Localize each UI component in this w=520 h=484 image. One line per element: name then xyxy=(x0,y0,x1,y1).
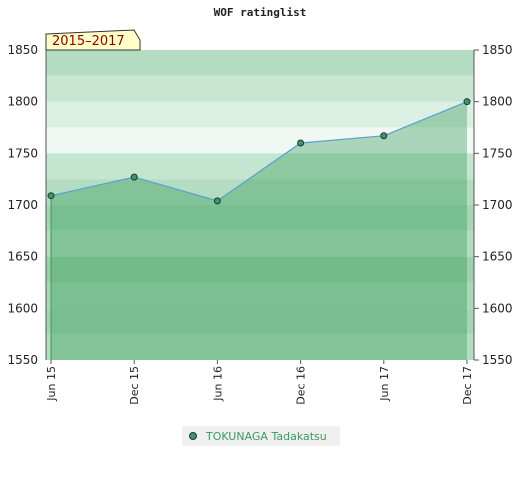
point xyxy=(47,192,55,200)
x-tick-label: Jun 17 xyxy=(378,366,391,402)
background-stripe xyxy=(46,282,474,309)
point xyxy=(130,173,138,181)
area xyxy=(51,101,467,361)
legend-label: TOKUNAGA Tadakatsu xyxy=(205,430,327,443)
background-stripe xyxy=(46,127,474,154)
background-stripe xyxy=(46,256,474,283)
x-tick-label: Jun 16 xyxy=(211,366,224,402)
background-stripe xyxy=(46,308,474,335)
legend-box xyxy=(182,426,340,446)
point xyxy=(213,197,221,205)
line xyxy=(50,101,468,202)
x-tick-label: Dec 15 xyxy=(128,366,141,405)
background-stripe xyxy=(46,75,474,102)
y-tick-label: 1850 xyxy=(7,43,38,57)
background-stripe xyxy=(46,230,474,257)
y-tick-label-right: 1600 xyxy=(482,301,513,315)
y-tick-label-right: 1550 xyxy=(482,353,513,367)
y-tick-label-right: 1650 xyxy=(482,250,513,264)
point xyxy=(297,139,305,147)
chart-title: WOF ratinglist xyxy=(214,6,307,19)
y-tick-label: 1650 xyxy=(7,250,38,264)
background-stripe xyxy=(46,101,474,128)
y-tick-label-right: 1800 xyxy=(482,95,513,109)
y-tick-label: 1600 xyxy=(7,301,38,315)
point xyxy=(463,98,471,106)
x-tick-label: Dec 17 xyxy=(461,366,474,405)
y-tick-label-right: 1850 xyxy=(482,43,513,57)
badge-box xyxy=(45,29,141,51)
legend-marker xyxy=(189,432,197,440)
x-tick-label: Jun 15 xyxy=(45,366,58,402)
y-tick-label-right: 1750 xyxy=(482,146,513,160)
badge-text: 2015–2017 xyxy=(52,34,125,49)
y-tick-label: 1550 xyxy=(7,353,38,367)
background-stripe xyxy=(46,153,474,180)
plot-area xyxy=(46,50,474,361)
x-tick-label: Dec 16 xyxy=(295,366,308,405)
period-badge: 2015–2017 xyxy=(45,29,141,51)
background-stripe xyxy=(46,334,474,360)
legend: TOKUNAGA Tadakatsu xyxy=(182,426,340,446)
y-tick-label: 1750 xyxy=(7,146,38,160)
y-tick-label-right: 1700 xyxy=(482,198,513,212)
y-tick-label: 1800 xyxy=(7,95,38,109)
point xyxy=(380,132,388,140)
y-tick-label: 1700 xyxy=(7,198,38,212)
background-stripe xyxy=(46,205,474,231)
background-stripe xyxy=(46,50,474,76)
background-stripe xyxy=(46,179,474,205)
